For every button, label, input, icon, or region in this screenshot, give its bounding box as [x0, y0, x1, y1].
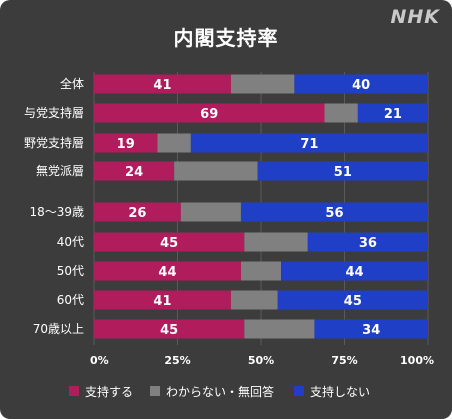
bar-segment: [357, 103, 428, 123]
bar-segment: [94, 103, 325, 123]
data-label: 69: [200, 107, 218, 122]
row-label: 無党派層: [36, 163, 84, 178]
data-label: 44: [345, 265, 363, 280]
row-label: 50代: [57, 264, 84, 278]
bar-segment: [244, 232, 308, 252]
data-label: 44: [158, 265, 176, 280]
legend-label: 支持しない: [310, 384, 370, 399]
bar-segment: [240, 202, 428, 222]
legend-label: わからない・無回答: [166, 384, 274, 399]
row-label: 40代: [57, 235, 84, 249]
bar-segment: [94, 290, 231, 310]
data-label: 26: [128, 206, 146, 221]
data-label: 41: [153, 294, 171, 309]
data-label: 45: [160, 323, 178, 338]
data-label: 36: [359, 236, 377, 251]
bar-segment: [94, 133, 158, 153]
bar-segment: [190, 133, 428, 153]
bar-segment: [324, 103, 358, 123]
data-label: 41: [153, 78, 171, 93]
bar-segment: [94, 202, 181, 222]
data-label: 51: [334, 165, 352, 180]
bar-segment: [230, 290, 278, 310]
data-label: 19: [117, 137, 135, 152]
row-label: 60代: [57, 293, 84, 307]
legend-swatch: [69, 386, 79, 396]
bar-segment: [240, 261, 282, 281]
bar-segment: [230, 74, 295, 94]
bar-segment: [94, 319, 245, 339]
bar-segment: [94, 74, 231, 94]
bar-segment: [94, 161, 175, 181]
legend-label: 支持する: [85, 384, 133, 399]
row-label: 与党支持層: [24, 105, 84, 120]
bar-segment: [157, 133, 191, 153]
bar-segment: [244, 319, 315, 339]
data-label: 71: [300, 137, 318, 152]
bar-segment: [314, 319, 428, 339]
x-tick-label: 100%: [400, 354, 434, 367]
bar-segment: [277, 290, 428, 310]
bar-segment: [307, 232, 428, 252]
bar-segment: [174, 161, 258, 181]
data-label: 21: [384, 107, 402, 122]
chart-title: 内閣支持率: [173, 26, 279, 50]
nhk-logo: NHK: [390, 6, 440, 28]
row-label: 70歳以上: [33, 322, 84, 336]
row-label: 全体: [60, 76, 84, 91]
x-tick-label: 75%: [331, 354, 357, 367]
bar-segment: [94, 261, 241, 281]
bar-segment: [257, 161, 428, 181]
data-label: 40: [352, 78, 370, 93]
data-label: 45: [160, 236, 178, 251]
bar-segment: [294, 74, 428, 94]
legend-swatch: [294, 386, 304, 396]
row-label: 野党支持層: [24, 135, 84, 150]
x-tick-label: 50%: [248, 354, 274, 367]
bar-segment: [281, 261, 428, 281]
data-label: 34: [362, 323, 380, 338]
x-tick-label: 0%: [90, 354, 109, 367]
bar-segment: [180, 202, 241, 222]
data-label: 24: [125, 165, 143, 180]
row-label: 18～39歳: [29, 205, 84, 219]
data-label: 56: [325, 206, 343, 221]
legend-swatch: [150, 386, 160, 396]
data-label: 45: [344, 294, 362, 309]
x-tick-label: 25%: [164, 354, 190, 367]
bar-segment: [94, 232, 245, 252]
